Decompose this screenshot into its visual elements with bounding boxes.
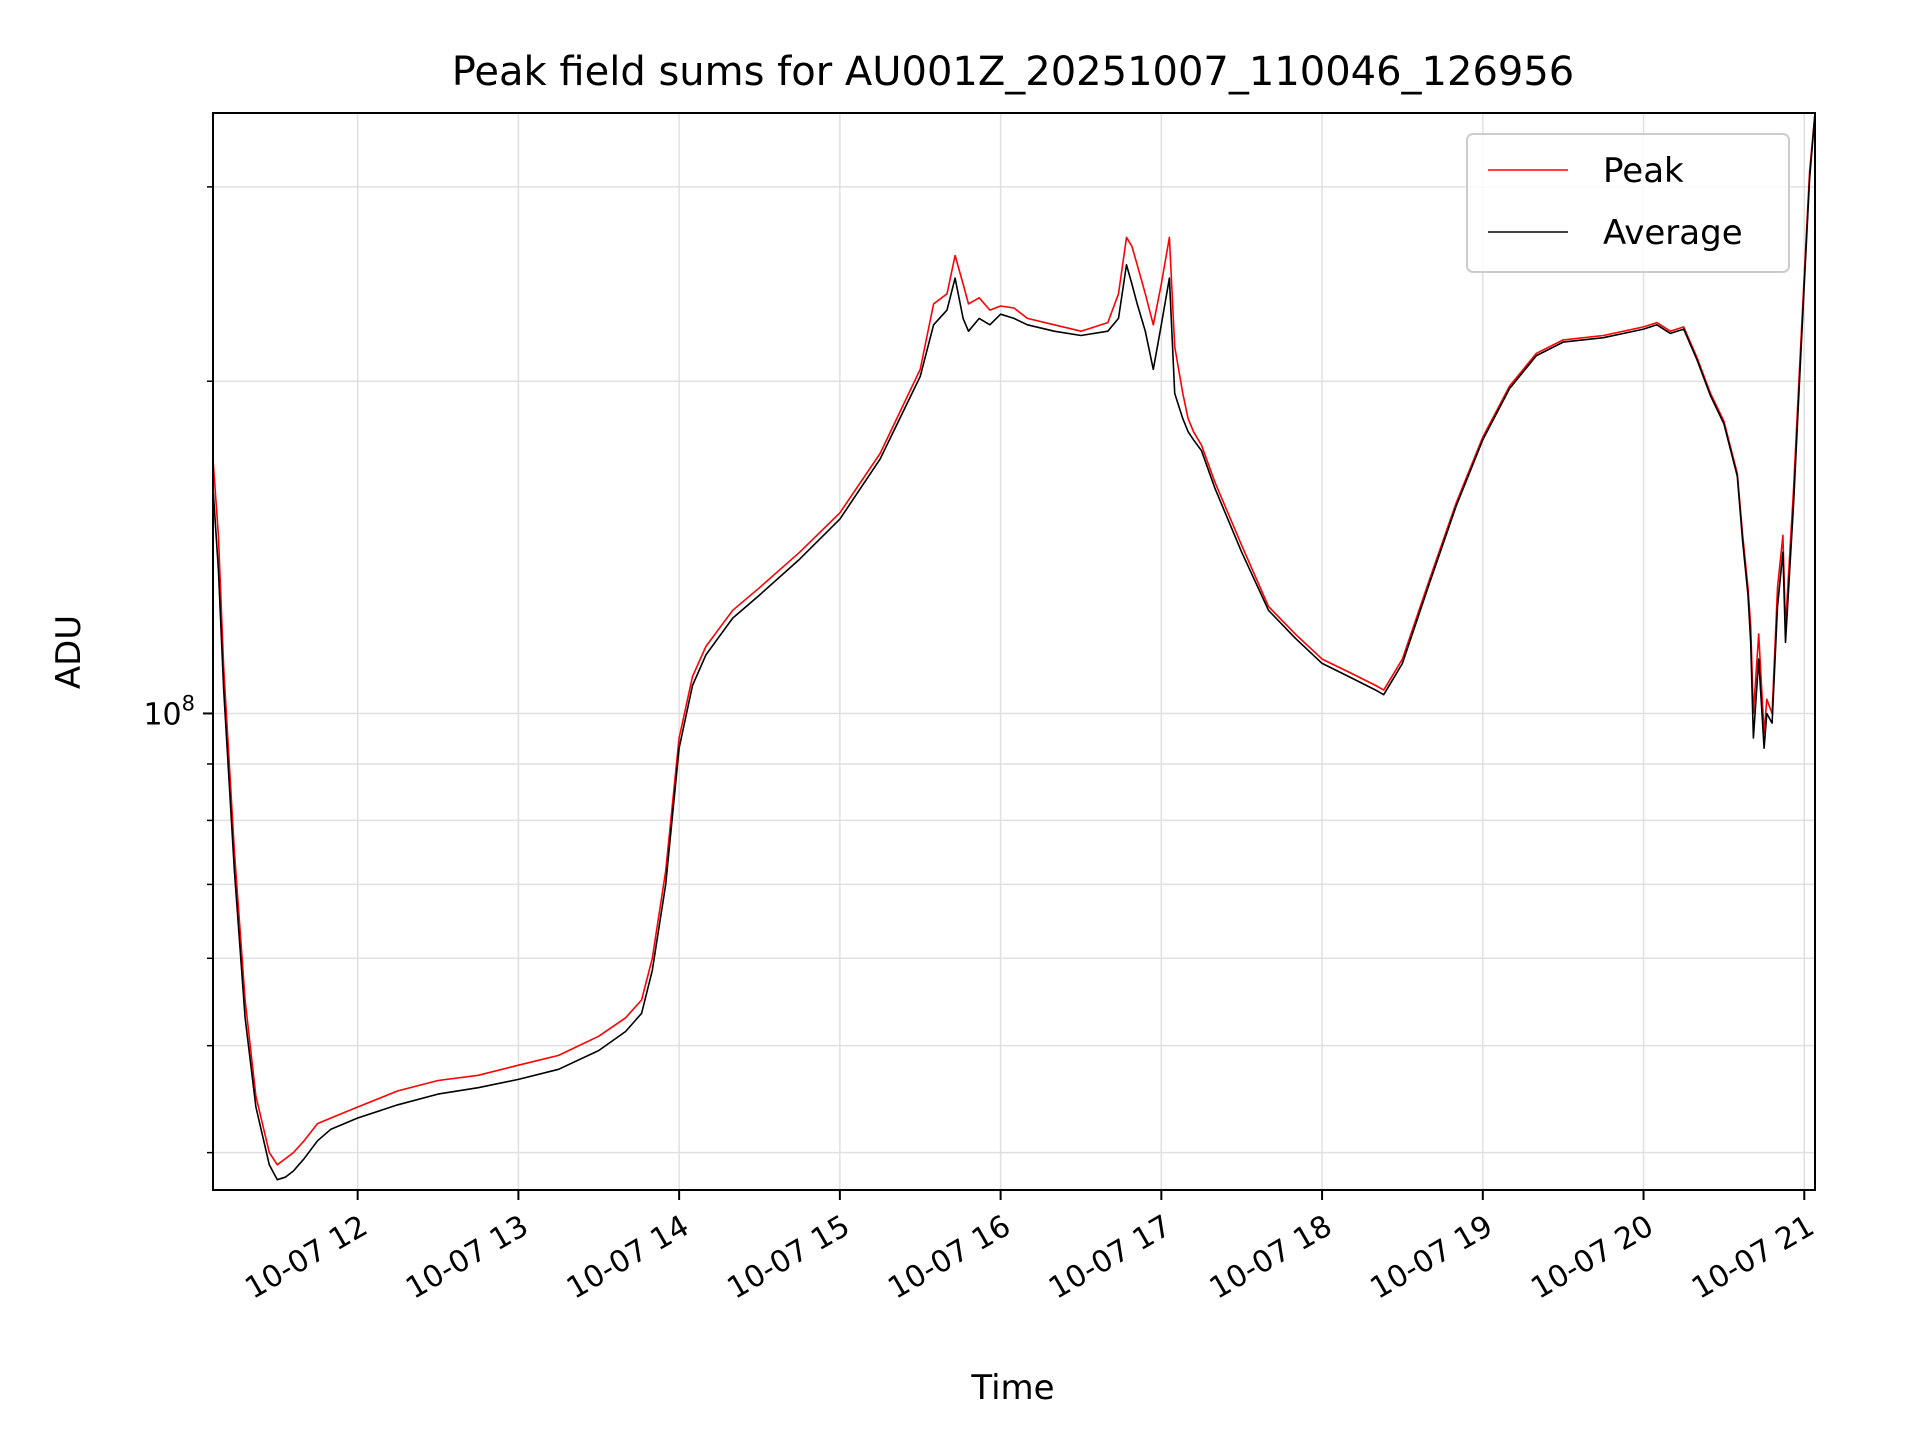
legend: Peak Average xyxy=(1466,133,1790,273)
series-line-average xyxy=(213,113,1815,1181)
y-axis-ticks: 108 xyxy=(143,186,213,1154)
y-axis-title: ADU xyxy=(49,615,89,689)
series-lines xyxy=(213,113,1815,1181)
chart-title: Peak field sums for AU001Z_20251007_1100… xyxy=(452,49,1575,95)
grid xyxy=(213,113,1815,1190)
legend-box xyxy=(1466,133,1790,273)
plot-frame xyxy=(212,112,1816,1191)
legend-label-peak: Peak xyxy=(1603,151,1684,191)
x-axis-title: Time xyxy=(970,1368,1054,1408)
legend-label-average: Average xyxy=(1603,213,1743,253)
y-tick-label: 108 xyxy=(143,691,195,732)
